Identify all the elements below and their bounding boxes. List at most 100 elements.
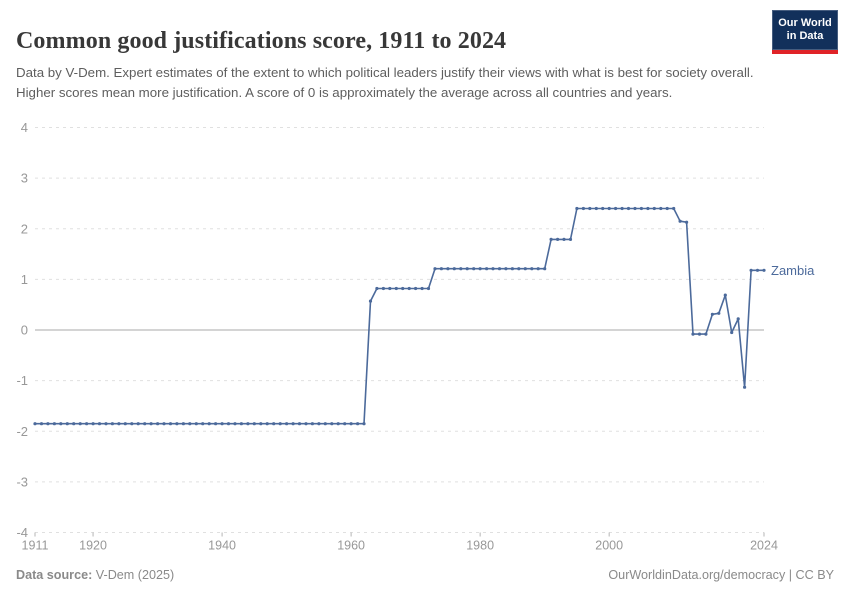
data-point[interactable] (143, 422, 147, 426)
data-point[interactable] (136, 422, 140, 426)
data-point[interactable] (278, 422, 282, 426)
data-point[interactable] (439, 267, 443, 271)
data-point[interactable] (478, 267, 482, 271)
data-point[interactable] (414, 286, 418, 291)
data-point[interactable] (575, 206, 579, 211)
data-point[interactable] (588, 206, 592, 211)
data-point[interactable] (517, 267, 521, 271)
data-point[interactable] (691, 332, 695, 336)
data-point[interactable] (710, 312, 715, 316)
data-point[interactable] (246, 422, 250, 426)
data-point[interactable] (156, 422, 160, 426)
data-point[interactable] (685, 220, 689, 224)
data-point[interactable] (368, 299, 373, 303)
data-point[interactable] (388, 286, 392, 291)
data-point[interactable] (97, 422, 102, 426)
data-point[interactable] (239, 422, 243, 426)
data-point[interactable] (65, 422, 69, 426)
data-point[interactable] (168, 422, 173, 426)
data-point[interactable] (149, 422, 153, 426)
data-point[interactable] (330, 422, 334, 426)
data-point[interactable] (659, 206, 663, 211)
credit-link[interactable]: OurWorldinData.org/democracy | CC BY (608, 568, 834, 582)
data-point[interactable] (39, 422, 44, 426)
data-point[interactable] (85, 422, 89, 426)
data-point[interactable] (323, 422, 327, 426)
data-point[interactable] (343, 422, 347, 426)
data-point[interactable] (485, 267, 489, 271)
data-point[interactable] (78, 422, 82, 426)
data-point[interactable] (394, 286, 398, 291)
data-point[interactable] (304, 422, 308, 426)
data-point[interactable] (259, 422, 263, 426)
data-point[interactable] (594, 206, 598, 211)
data-point[interactable] (110, 422, 114, 426)
data-point[interactable] (381, 286, 385, 291)
data-point[interactable] (697, 332, 702, 336)
data-point[interactable] (226, 422, 231, 426)
data-point[interactable] (510, 267, 514, 271)
data-point[interactable] (194, 422, 198, 426)
data-point[interactable] (639, 206, 644, 211)
data-point[interactable] (407, 286, 411, 291)
data-point[interactable] (426, 286, 431, 291)
data-point[interactable] (665, 206, 669, 211)
data-point[interactable] (188, 422, 192, 426)
data-point[interactable] (297, 422, 302, 426)
data-point[interactable] (375, 286, 379, 291)
data-point[interactable] (717, 311, 721, 315)
data-point[interactable] (72, 422, 76, 426)
data-point[interactable] (91, 422, 95, 426)
data-point[interactable] (356, 422, 360, 426)
data-point[interactable] (175, 422, 179, 426)
data-point[interactable] (452, 267, 456, 271)
data-point[interactable] (265, 422, 269, 426)
data-point[interactable] (568, 237, 573, 241)
data-point[interactable] (214, 422, 218, 426)
data-point[interactable] (556, 237, 560, 241)
data-point[interactable] (317, 422, 321, 426)
data-point[interactable] (762, 268, 766, 272)
data-point[interactable] (52, 422, 57, 426)
data-point[interactable] (730, 330, 734, 335)
data-point[interactable] (704, 332, 708, 336)
data-point[interactable] (497, 267, 502, 271)
owid-logo[interactable]: Our World in Data (772, 10, 838, 54)
data-point[interactable] (614, 206, 618, 211)
data-point[interactable] (285, 422, 289, 426)
data-point[interactable] (504, 267, 508, 271)
data-point[interactable] (401, 286, 405, 291)
data-point[interactable] (252, 422, 256, 426)
data-point[interactable] (523, 267, 527, 271)
data-point[interactable] (646, 206, 650, 211)
data-point[interactable] (723, 293, 727, 297)
data-point[interactable] (465, 267, 469, 271)
data-point[interactable] (272, 422, 276, 426)
data-point[interactable] (543, 267, 547, 271)
data-point[interactable] (420, 286, 424, 291)
data-point[interactable] (201, 422, 205, 426)
data-point[interactable] (459, 267, 463, 271)
series-label-zambia[interactable]: Zambia (771, 263, 815, 278)
data-point[interactable] (46, 422, 50, 426)
data-point[interactable] (678, 219, 682, 223)
data-point[interactable] (601, 206, 605, 211)
data-point[interactable] (549, 237, 553, 241)
data-point[interactable] (736, 317, 740, 321)
data-point[interactable] (530, 267, 534, 271)
data-point[interactable] (33, 422, 37, 426)
data-point[interactable] (446, 267, 450, 271)
data-point[interactable] (162, 422, 166, 426)
data-point[interactable] (349, 422, 353, 426)
data-point[interactable] (104, 422, 108, 426)
data-point[interactable] (562, 237, 566, 241)
data-point[interactable] (743, 385, 747, 389)
data-point[interactable] (536, 267, 540, 271)
data-point[interactable] (491, 267, 495, 271)
chart-area[interactable]: 4 3 2 1 0 -1 -2 -3 -4 1911 1920 1940 1960 1980 2000 202… (0, 112, 850, 562)
data-point[interactable] (633, 206, 637, 211)
data-point[interactable] (749, 268, 753, 272)
data-point[interactable] (472, 267, 476, 271)
data-point[interactable] (291, 422, 295, 426)
